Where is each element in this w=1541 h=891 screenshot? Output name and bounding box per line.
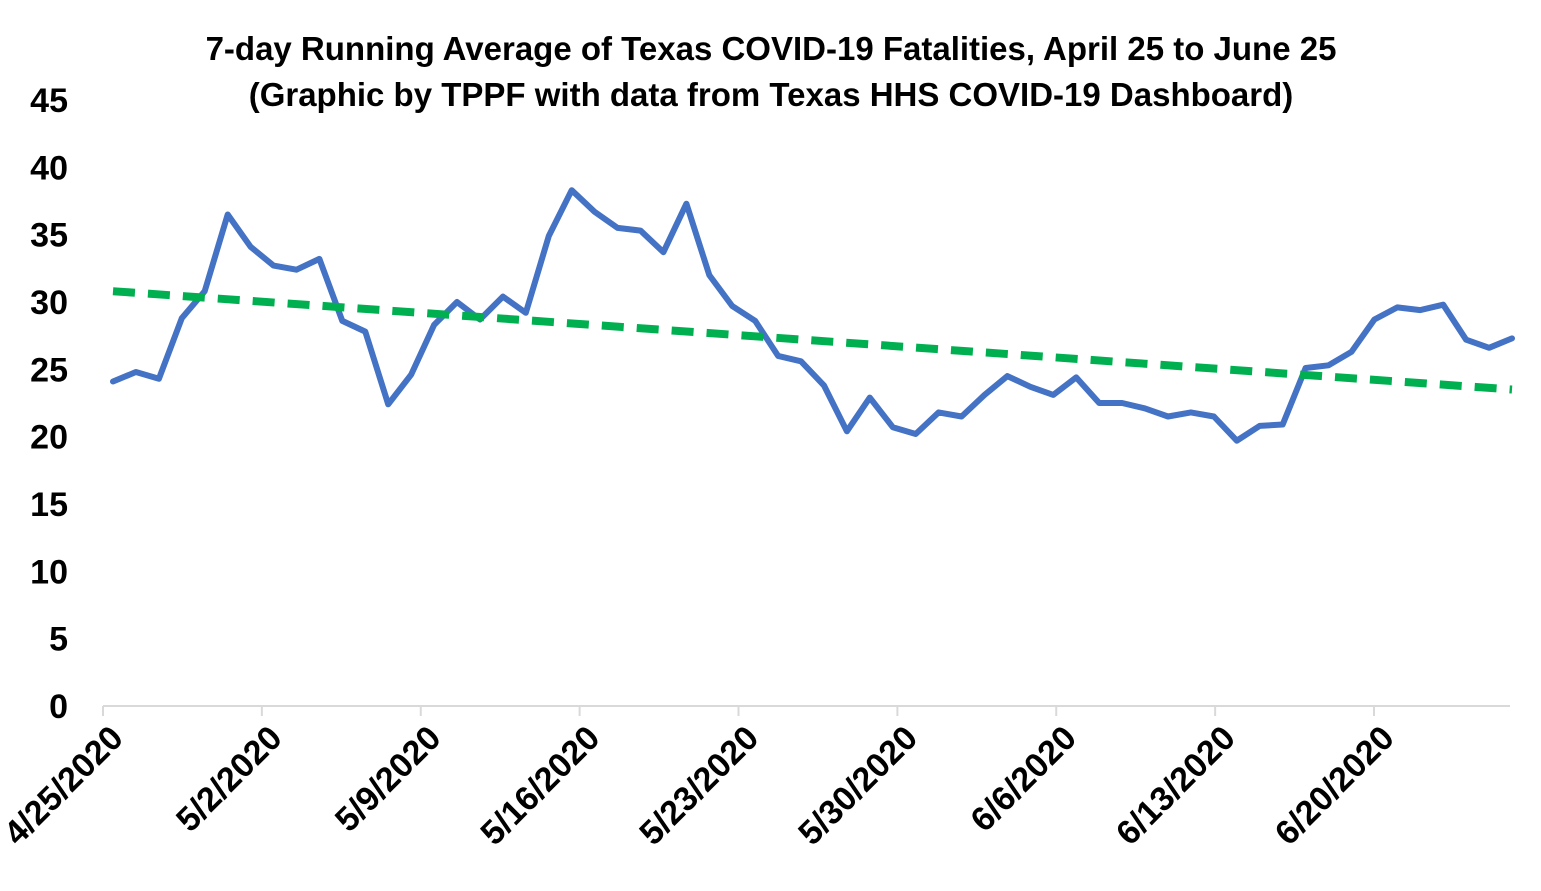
x-axis (102, 705, 1510, 716)
y-tick-label: 30 (30, 284, 68, 322)
series-layer (110, 187, 1515, 444)
chart-subtitle: (Graphic by TPPF with data from Texas HH… (249, 76, 1294, 113)
y-tick-label: 5 (49, 621, 68, 659)
y-tick-label: 20 (30, 419, 68, 457)
y-tick-label: 10 (30, 553, 68, 591)
y-tick-label: 0 (49, 688, 68, 726)
y-tick-label: 35 (30, 217, 68, 255)
y-tick-label: 15 (30, 486, 68, 524)
chart-title: 7-day Running Average of Texas COVID-19 … (206, 30, 1337, 67)
y-tick-label: 25 (30, 351, 68, 389)
y-tick-label: 40 (30, 149, 68, 187)
series-line (110, 187, 1515, 444)
y-tick-label: 45 (30, 82, 68, 120)
trend-line (112, 287, 1513, 394)
y-axis-tick-labels: 0 5 10 15 20 25 30 35 40 45 (30, 82, 68, 726)
